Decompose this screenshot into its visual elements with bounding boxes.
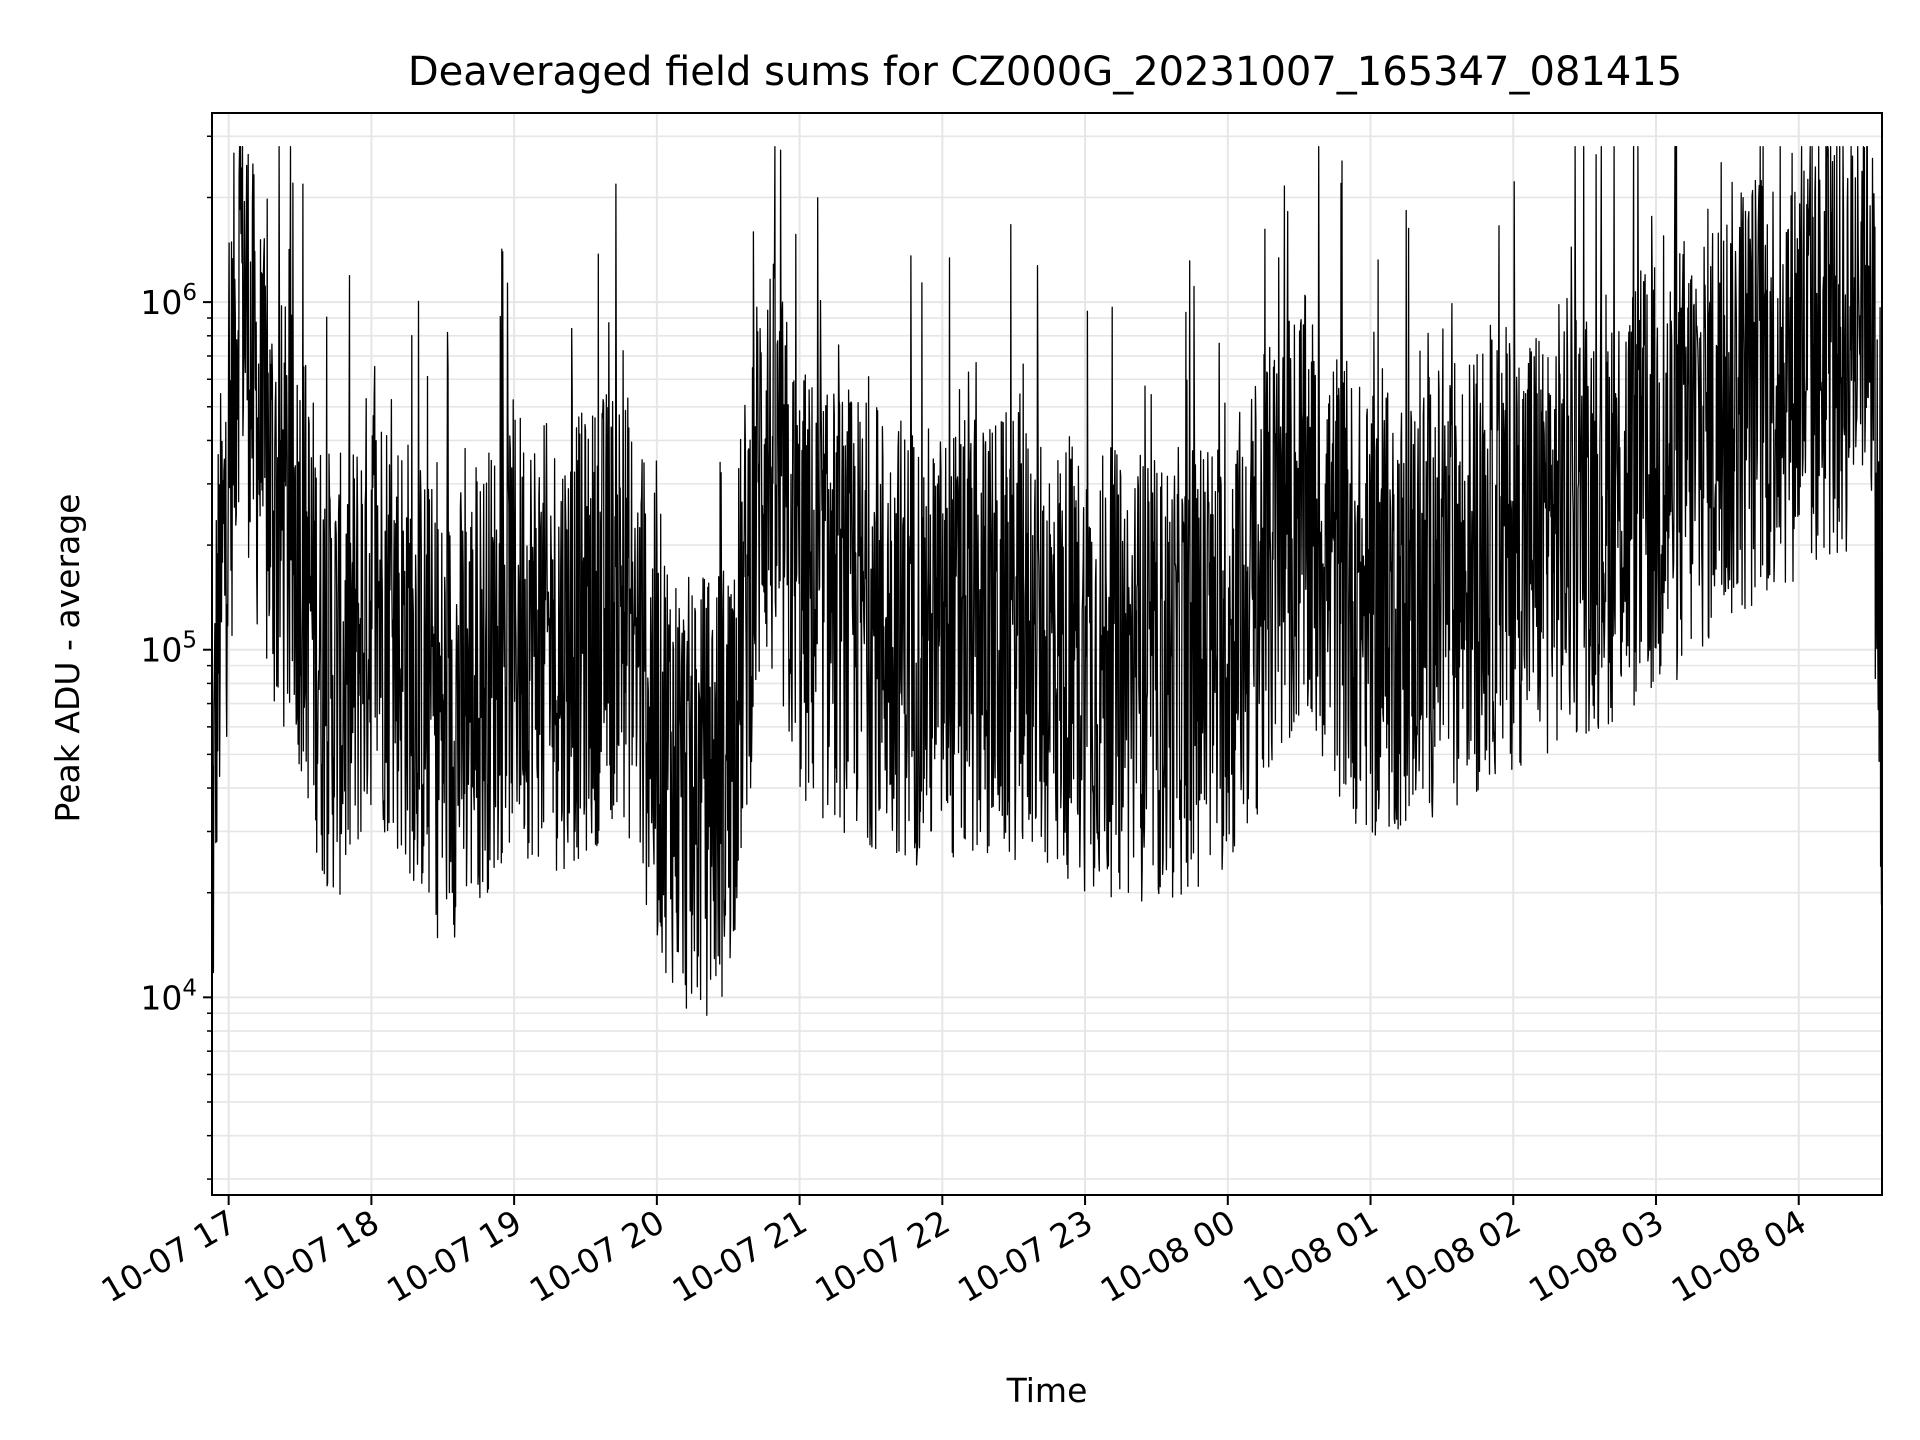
y-tick-label: 104 bbox=[140, 975, 197, 1017]
x-tick-label: 10-08 03 bbox=[1522, 1202, 1670, 1310]
x-tick-label: 10-07 23 bbox=[951, 1202, 1099, 1310]
x-tick-label: 10-08 02 bbox=[1379, 1202, 1527, 1310]
y-tick-label: 105 bbox=[140, 628, 197, 670]
x-tick-label: 10-07 22 bbox=[808, 1202, 956, 1310]
data-line bbox=[211, 146, 1883, 1016]
x-tick-label: 10-08 01 bbox=[1237, 1202, 1385, 1310]
y-tick-label: 106 bbox=[140, 280, 197, 322]
series-line bbox=[211, 146, 1883, 1016]
y-axis-label: Peak ADU - average bbox=[48, 494, 87, 823]
x-axis-label: Time bbox=[1006, 1371, 1088, 1410]
plot-frame bbox=[211, 112, 1883, 1196]
x-tick-label: 10-07 20 bbox=[523, 1202, 671, 1310]
x-tick-label: 10-07 21 bbox=[666, 1202, 814, 1310]
x-tick-label: 10-07 19 bbox=[380, 1202, 528, 1310]
x-tick-label: 10-08 04 bbox=[1665, 1202, 1813, 1310]
y-axis-ticks: 104 105 106 bbox=[140, 135, 212, 1180]
x-tick-label: 10-08 00 bbox=[1094, 1202, 1242, 1310]
x-tick-label: 10-07 18 bbox=[237, 1202, 385, 1310]
x-tick-label: 10-07 17 bbox=[95, 1202, 243, 1310]
chart-title: Deaveraged field sums for CZ000G_2023100… bbox=[408, 49, 1682, 95]
